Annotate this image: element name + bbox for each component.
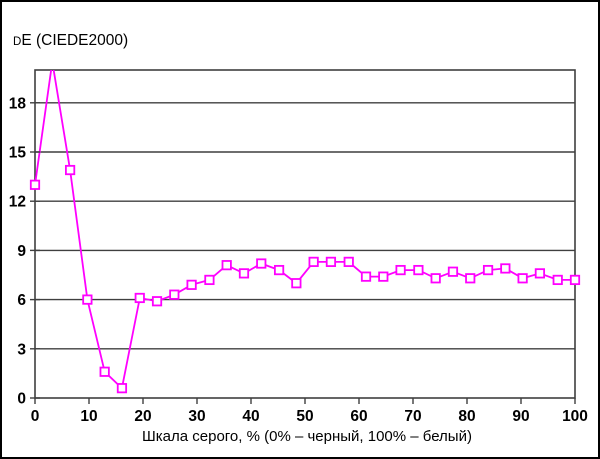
chart-title: DE (CIEDE2000) xyxy=(13,32,128,49)
x-tick-label-40: 40 xyxy=(242,408,259,425)
y-tick-label-12: 12 xyxy=(9,194,26,211)
data-point-marker xyxy=(569,274,581,286)
gridlines-layer xyxy=(35,102,575,350)
data-point-marker xyxy=(534,268,546,279)
data-point-marker xyxy=(325,256,337,267)
x-tick-label-100: 100 xyxy=(562,408,588,425)
data-point-marker xyxy=(204,274,215,286)
data-point-marker xyxy=(413,264,424,276)
data-point-marker xyxy=(500,263,511,274)
x-tick-label-0: 0 xyxy=(31,408,40,425)
series-layer xyxy=(29,58,581,394)
data-point-marker xyxy=(552,274,563,286)
data-point-marker xyxy=(395,264,406,276)
data-point-marker xyxy=(256,258,267,269)
data-point-marker xyxy=(447,266,459,277)
data-point-marker xyxy=(116,383,128,394)
x-tick-label-70: 70 xyxy=(404,408,421,425)
series-line xyxy=(34,70,575,390)
axis-labels-layer: 0 3 6 9 12 15 18 0 10 20 30 40 50 60 70 80 90 100 DE (CIED… xyxy=(9,32,588,445)
y-tick-label-6: 6 xyxy=(17,292,26,309)
data-point-marker xyxy=(82,294,93,305)
y-tick-label-15: 15 xyxy=(9,145,27,162)
data-point-marker xyxy=(273,264,285,276)
y-tick-label-18: 18 xyxy=(9,95,27,112)
x-tick-label-10: 10 xyxy=(80,408,97,425)
data-point-marker xyxy=(360,271,372,282)
data-point-marker xyxy=(378,271,389,282)
data-point-marker xyxy=(186,279,197,290)
x-tick-label-80: 80 xyxy=(458,408,475,425)
data-point-marker xyxy=(221,260,232,271)
data-point-marker xyxy=(151,296,163,307)
data-point-marker xyxy=(29,179,41,190)
x-tick-label-20: 20 xyxy=(134,408,151,425)
ticks-layer xyxy=(30,102,576,404)
x-tick-label-30: 30 xyxy=(188,408,205,425)
data-point-marker xyxy=(308,256,319,267)
y-tick-label-3: 3 xyxy=(17,341,26,358)
data-point-marker xyxy=(134,292,145,304)
y-tick-label-9: 9 xyxy=(17,243,26,260)
data-point-marker xyxy=(48,58,56,66)
data-point-marker xyxy=(430,273,441,284)
x-tick-label-50: 50 xyxy=(296,408,313,425)
y-tick-label-0: 0 xyxy=(17,391,26,408)
data-point-marker xyxy=(465,273,476,284)
data-point-marker xyxy=(65,164,76,176)
data-point-marker xyxy=(99,366,110,377)
x-axis-title: Шкала серого, % (0% – черный, 100% – бел… xyxy=(142,428,472,445)
data-point-marker xyxy=(238,268,250,279)
data-point-marker xyxy=(343,256,354,267)
data-point-marker xyxy=(517,273,528,284)
data-point-marker xyxy=(482,264,494,276)
data-point-marker xyxy=(291,278,302,289)
data-point-marker xyxy=(169,289,180,300)
x-tick-label-60: 60 xyxy=(350,408,367,425)
x-tick-label-90: 90 xyxy=(512,408,529,425)
